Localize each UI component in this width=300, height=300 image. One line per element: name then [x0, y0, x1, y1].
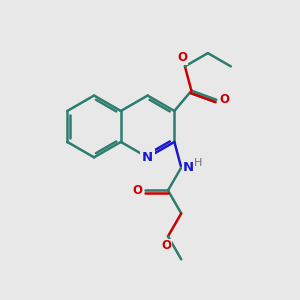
Text: O: O — [161, 239, 172, 252]
Text: N: N — [183, 161, 194, 174]
Text: O: O — [132, 184, 142, 197]
Text: H: H — [194, 158, 202, 168]
Text: O: O — [220, 93, 230, 106]
Text: N: N — [142, 151, 153, 164]
Text: O: O — [178, 51, 188, 64]
